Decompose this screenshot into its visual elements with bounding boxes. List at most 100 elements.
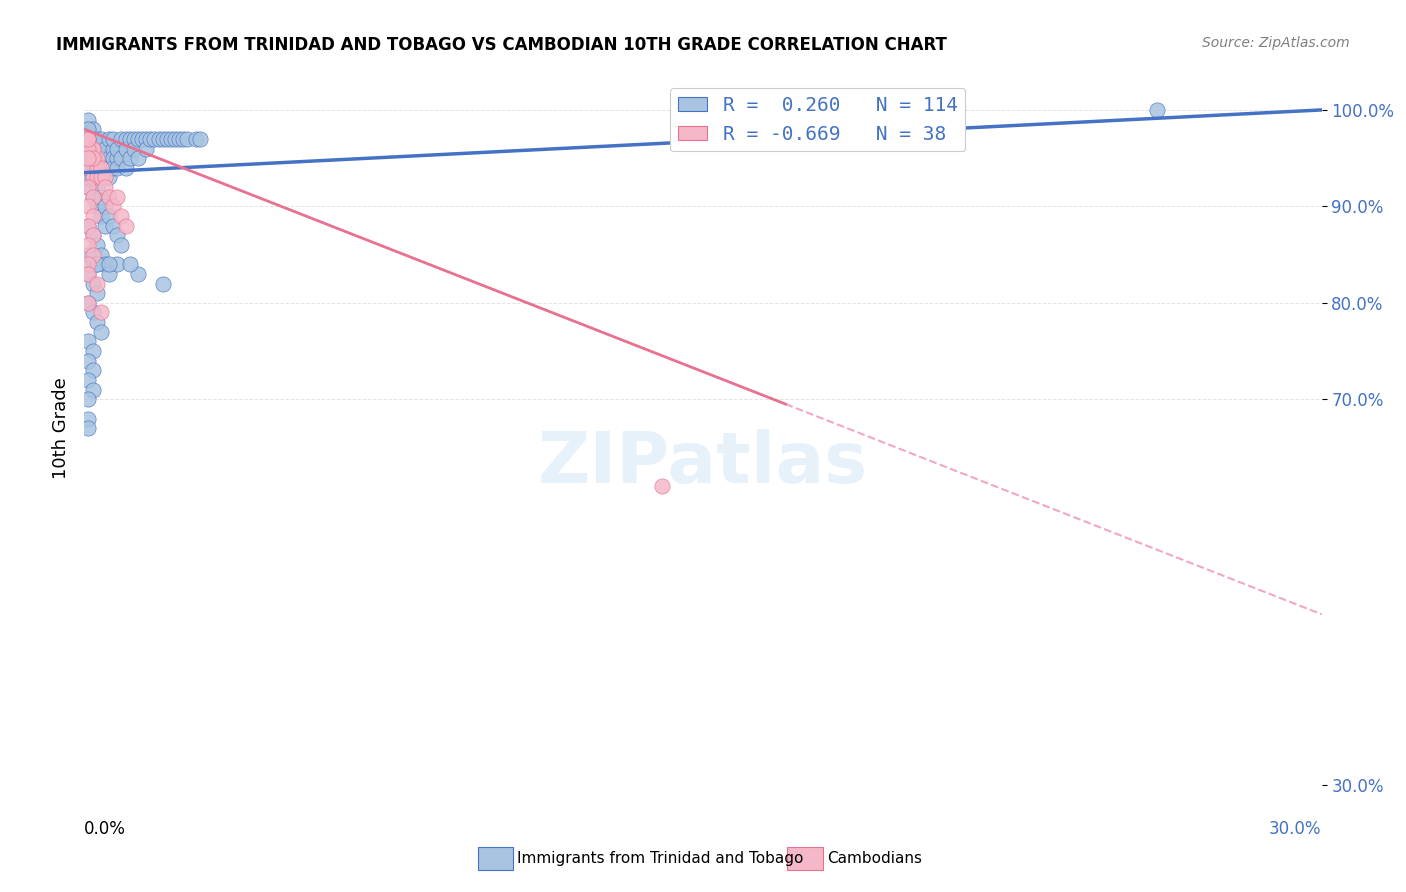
Point [152,132,174,146]
Text: IMMIGRANTS FROM TRINIDAD AND TOBAGO VS CAMBODIAN 10TH GRADE CORRELATION CHART: IMMIGRANTS FROM TRINIDAD AND TOBAGO VS C… [56,36,948,54]
Point [82,170,104,185]
Point [114,219,136,233]
Point [77,373,100,387]
Point [188,132,211,146]
Point [77,247,100,261]
Point [77,141,100,155]
Point [77,295,100,310]
Point [94,257,117,271]
Point [82,190,104,204]
Point [176,132,198,146]
Point [94,180,117,194]
Point [86,151,108,165]
Point [86,257,108,271]
Point [98,190,121,204]
Point [77,141,100,155]
Point [105,141,128,155]
Point [110,132,132,146]
Point [90,161,112,175]
Point [103,219,125,233]
Point [105,190,128,204]
Point [118,257,141,271]
Point [77,151,100,165]
Point [77,122,100,136]
Point [98,267,121,281]
Point [82,228,104,243]
Text: ZIPatlas: ZIPatlas [538,429,868,499]
Point [86,161,108,175]
Point [118,151,141,165]
Point [82,257,104,271]
Point [82,132,104,146]
Point [77,392,100,407]
Point [94,219,117,233]
Point [77,219,100,233]
Point [98,170,121,185]
Point [118,132,141,146]
Point [77,122,100,136]
Point [143,132,166,146]
Point [82,247,104,261]
Point [82,141,104,155]
Point [86,199,108,213]
Point [77,180,100,194]
Point [86,161,108,175]
Point [105,257,128,271]
Point [82,228,104,243]
Point [82,305,104,319]
Point [90,170,112,185]
Point [86,180,108,194]
Text: Source: ZipAtlas.com: Source: ZipAtlas.com [1202,36,1350,50]
Point [110,151,132,165]
Point [135,141,157,155]
Point [90,141,112,155]
Text: Cambodians: Cambodians [827,852,922,866]
Point [82,151,104,165]
Point [90,247,112,261]
Point [105,161,128,175]
Point [651,479,673,493]
Point [152,277,174,291]
Point [105,151,128,165]
Point [98,209,121,223]
Point [172,132,194,146]
Point [77,161,100,175]
Point [90,325,112,339]
Point [82,151,104,165]
Point [77,238,100,252]
Point [156,132,179,146]
Point [86,170,108,185]
Point [90,305,112,319]
Point [77,132,100,146]
Point [86,257,108,271]
Point [90,151,112,165]
Point [82,141,104,155]
Point [98,151,121,165]
Point [77,132,100,146]
Point [103,151,125,165]
Point [77,267,100,281]
Point [77,161,100,175]
Point [167,132,190,146]
Point [165,132,187,146]
Point [77,257,100,271]
Point [103,132,125,146]
Point [82,277,104,291]
Point [103,161,125,175]
Point [86,132,108,146]
Point [1146,103,1168,117]
Point [77,267,100,281]
Point [127,132,149,146]
Point [105,228,128,243]
Point [82,122,104,136]
Legend: R =  0.260   N = 114, R = -0.669   N = 38: R = 0.260 N = 114, R = -0.669 N = 38 [671,88,966,152]
Text: 0.0%: 0.0% [84,820,127,838]
Point [94,170,117,185]
Point [82,170,104,185]
Point [82,170,104,185]
Point [86,170,108,185]
Point [77,151,100,165]
Point [86,238,108,252]
Point [90,190,112,204]
Point [82,383,104,397]
